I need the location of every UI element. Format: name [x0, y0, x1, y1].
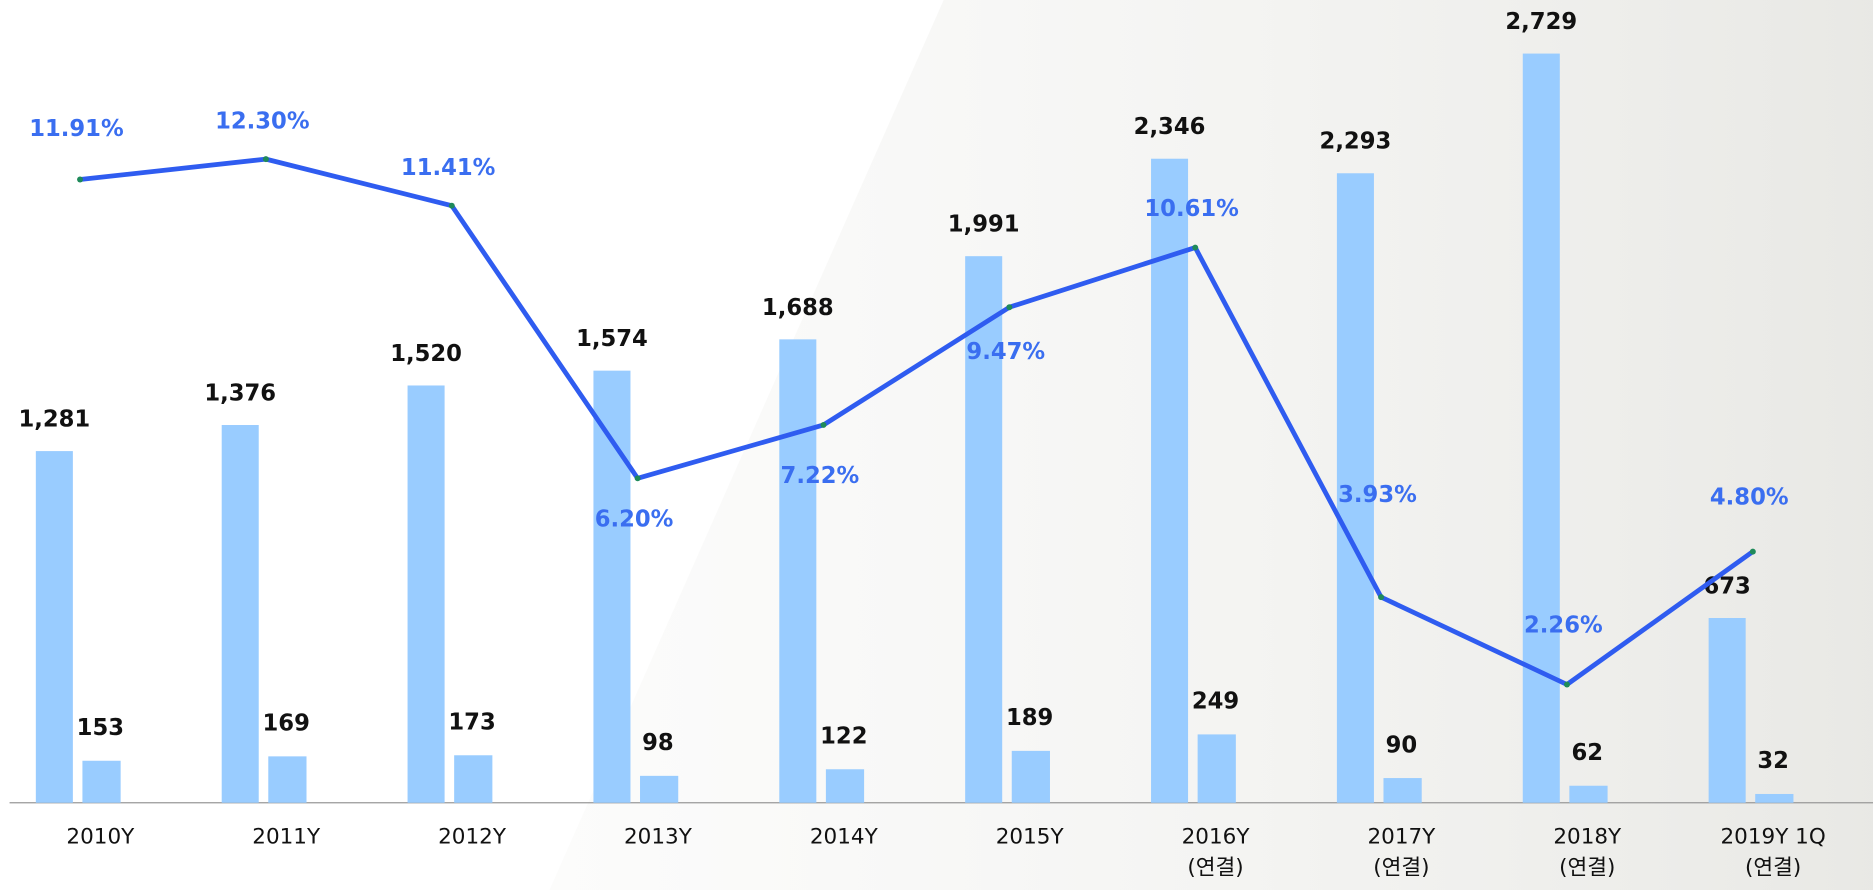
line-point [1378, 594, 1385, 601]
bar-value-label: 62 [1571, 740, 1603, 766]
bar-value-label: 1,520 [390, 341, 462, 367]
line [79, 156, 1755, 687]
bar [1383, 778, 1422, 803]
line-value-label: 9.47% [966, 339, 1045, 365]
bar [1151, 158, 1189, 803]
bar-value-label: 90 [1386, 732, 1418, 758]
bar [825, 769, 865, 803]
bar-value-label: 122 [820, 724, 867, 750]
line-point [820, 421, 827, 428]
x-tick-label: 2017Y (연결) [1367, 824, 1436, 881]
line-point [1749, 548, 1756, 555]
line-point [1192, 244, 1199, 251]
bar-value-label: 2,293 [1320, 129, 1392, 155]
bar [35, 451, 73, 803]
line-point [1563, 681, 1570, 688]
bar [454, 755, 493, 803]
line-value-label: 11.91% [29, 116, 124, 142]
x-tick-label: 2013Y [624, 824, 692, 850]
x-tick-label-box: 2017Y (연결) [1367, 824, 1436, 881]
bar-value-label: 153 [77, 715, 124, 741]
bar-value-label: 673 [1703, 573, 1750, 599]
bar [1197, 734, 1236, 803]
bar [82, 760, 121, 803]
line-value-label: 6.20% [595, 507, 674, 533]
bar [268, 756, 307, 803]
bar [1336, 173, 1374, 803]
bar-value-label: 1,281 [18, 407, 90, 433]
x-tick-label-box: 2015Y [995, 824, 1064, 850]
bar [1755, 793, 1794, 803]
bar-value-label: 249 [1192, 689, 1239, 715]
bar-value-label: 32 [1757, 748, 1789, 774]
bar-value-label: 1,376 [204, 380, 276, 406]
x-tick-label: 2014Y [809, 824, 878, 850]
x-tick-label: 2016Y (연결) [1181, 824, 1250, 881]
line-value-label: 3.93% [1338, 482, 1417, 508]
line-point [77, 176, 84, 183]
x-tick-label: 2018Y (연결) [1553, 824, 1622, 881]
x-tick-label: 2012Y [438, 824, 506, 850]
x-tick-label-box: 2013Y [624, 824, 692, 850]
x-tick-label-box: 2010Y [66, 824, 135, 850]
bar [965, 256, 1003, 803]
bar [779, 339, 817, 803]
x-tick-label-box: 2011Y [252, 824, 321, 850]
bar [1011, 750, 1050, 803]
line-point [634, 475, 641, 482]
line-value-label: 12.30% [215, 109, 310, 135]
x-tick-label-box: 2016Y (연결) [1181, 824, 1250, 881]
bar [593, 370, 631, 803]
bar [640, 775, 679, 803]
line-value-label: 2.26% [1524, 612, 1603, 638]
x-tick-label: 2019Y 1Q (연결) [1720, 824, 1826, 881]
bar-value-label: 189 [1006, 705, 1053, 731]
line-value-label: 11.41% [401, 155, 496, 181]
x-tick-label: 2015Y [995, 824, 1064, 850]
bar-value-label: 1,688 [762, 295, 834, 321]
bar [221, 425, 259, 803]
bar [1522, 53, 1560, 803]
x-tick-label-box: 2014Y [809, 824, 878, 850]
x-tick-label: 2010Y [66, 824, 135, 850]
line-value-label: 4.80% [1710, 484, 1789, 510]
x-tick-label-box: 2019Y 1Q (연결) [1720, 824, 1826, 881]
line-point [448, 202, 455, 209]
line-value-label: 7.22% [781, 463, 860, 489]
line-value-label: 10.61% [1144, 196, 1239, 222]
bar-value-label: 98 [642, 730, 674, 756]
bar-value-label: 1,991 [948, 212, 1020, 238]
bar-value-label: 2,346 [1134, 114, 1206, 140]
bar-value-label: 169 [263, 711, 310, 737]
bar-value-label: 173 [448, 710, 495, 736]
x-tick-label: 2011Y [252, 824, 321, 850]
x-tick-label-box: 2012Y [438, 824, 506, 850]
bar-value-label: 2,729 [1505, 9, 1577, 35]
line-point [262, 156, 269, 163]
bar [407, 385, 445, 803]
line-point [1006, 304, 1013, 311]
bar [1569, 785, 1608, 803]
bar [1708, 618, 1746, 803]
bar-value-label: 1,574 [576, 326, 648, 352]
x-tick-label-box: 2018Y (연결) [1553, 824, 1622, 881]
